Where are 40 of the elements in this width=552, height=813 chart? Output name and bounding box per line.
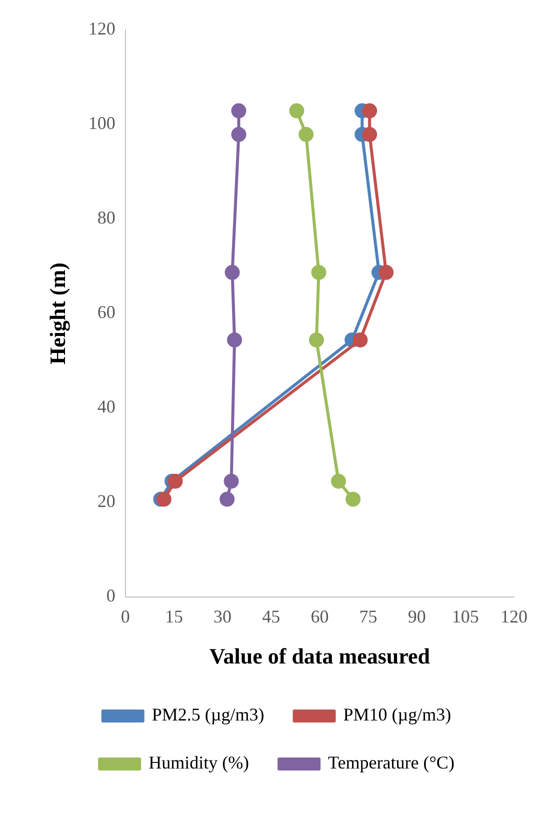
point — [362, 126, 378, 142]
point — [311, 264, 326, 280]
point — [298, 126, 314, 142]
point — [362, 103, 378, 118]
y-tick-label: 120 — [88, 18, 116, 39]
x-tick-label: 60 — [310, 606, 329, 627]
legend-label: Humidity (%) — [148, 752, 250, 773]
y-tick-label: 40 — [97, 396, 116, 417]
point — [227, 332, 242, 348]
y-tick-label: 0 — [106, 586, 116, 606]
x-tick-label: 45 — [262, 606, 280, 627]
x-axis-title: Value of data measured — [209, 643, 430, 668]
point — [156, 492, 172, 507]
point — [224, 474, 239, 489]
legend-label: Temperature (°C) — [328, 752, 454, 773]
point — [352, 332, 368, 348]
x-tick-label: 105 — [452, 606, 479, 627]
x-tick-label: 120 — [500, 606, 528, 627]
y-tick-label: 60 — [97, 302, 116, 322]
point — [330, 474, 346, 489]
y-tick-label: 80 — [97, 208, 116, 228]
legend-label: PM10 (µg/m3) — [343, 704, 452, 725]
y-tick-label: 20 — [97, 491, 116, 512]
point — [378, 264, 394, 280]
x-tick-label: 30 — [214, 606, 232, 627]
point — [168, 474, 183, 489]
x-tick-label: 15 — [164, 606, 183, 627]
y-axis-title: Height (m) — [44, 262, 70, 365]
point — [346, 492, 361, 507]
point — [231, 126, 246, 142]
y-tick-label: 100 — [88, 113, 116, 134]
point — [308, 332, 324, 348]
point — [220, 492, 235, 507]
point — [231, 103, 246, 118]
point — [289, 103, 304, 118]
x-tick-label: 0 — [120, 606, 130, 627]
legend-label: PM2.5 (µg/m3) — [152, 704, 264, 725]
x-tick-label: 75 — [359, 606, 378, 627]
x-tick-label: 90 — [408, 606, 426, 627]
point — [224, 264, 240, 280]
